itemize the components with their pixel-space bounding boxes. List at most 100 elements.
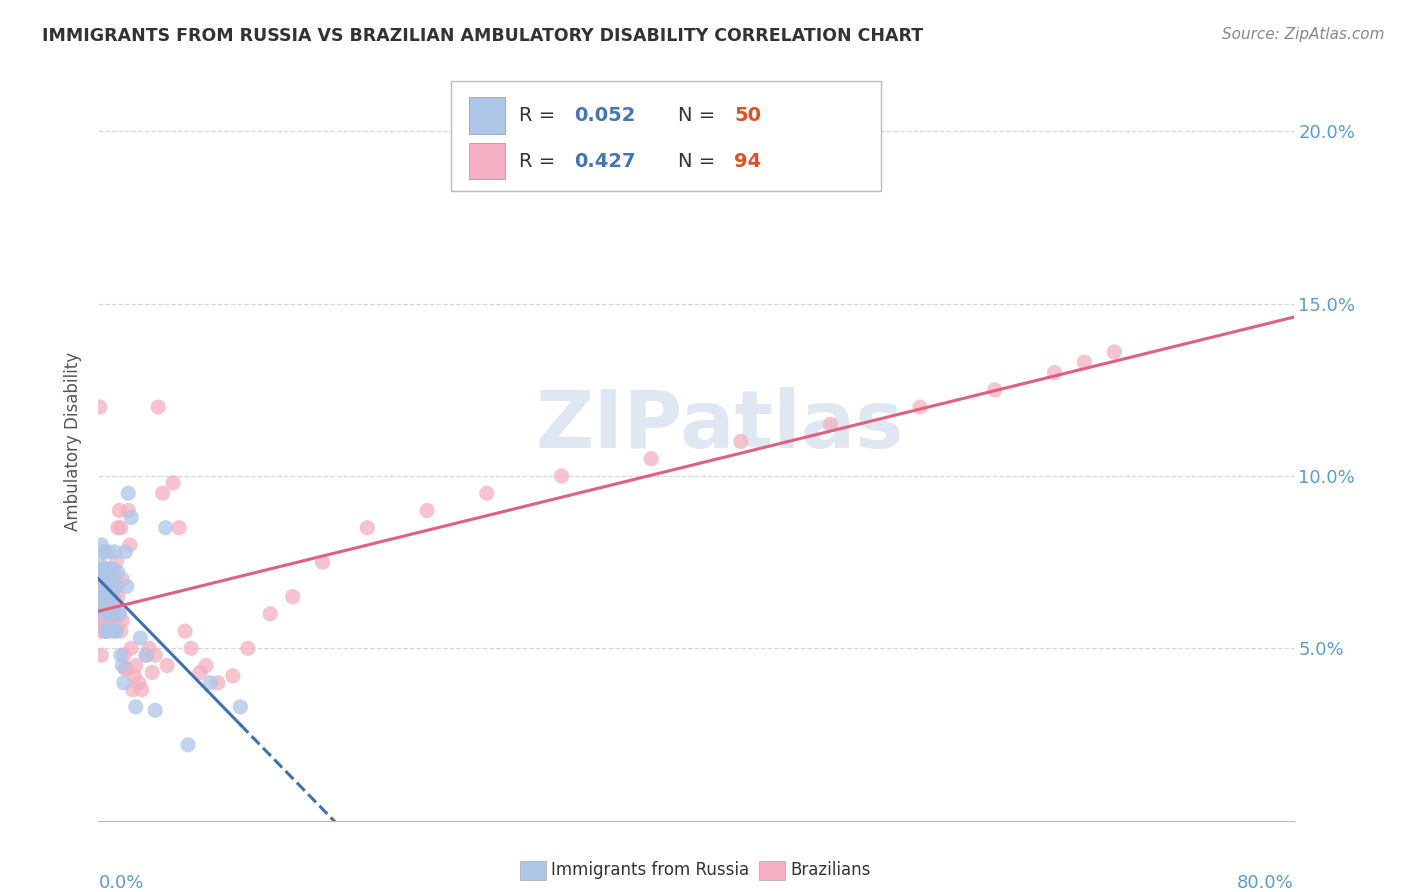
Point: [89, 573, 111, 587]
Point: [96, 590, 118, 604]
Point: [94, 579, 117, 593]
Point: [89, 599, 111, 614]
Bar: [470, 143, 505, 179]
Point: [90, 614, 112, 628]
Point: [103, 590, 125, 604]
Point: [180, 641, 202, 656]
Point: [108, 607, 131, 621]
Y-axis label: Ambulatory Disability: Ambulatory Disability: [65, 352, 83, 531]
Point: [101, 579, 124, 593]
Point: [105, 579, 128, 593]
Point: [177, 738, 200, 752]
Point: [356, 521, 378, 535]
Point: [820, 417, 842, 432]
Point: [311, 555, 333, 569]
Point: [101, 624, 124, 639]
Text: 0.052: 0.052: [574, 106, 636, 125]
Point: [97, 590, 120, 604]
Point: [103, 579, 125, 593]
Point: [908, 400, 931, 414]
Point: [125, 658, 148, 673]
Point: [120, 641, 142, 656]
Point: [94, 562, 117, 576]
Point: [103, 562, 125, 576]
Point: [259, 607, 281, 621]
Point: [104, 545, 127, 559]
Point: [93, 562, 115, 576]
Point: [89, 624, 111, 639]
Point: [120, 510, 142, 524]
Point: [101, 597, 124, 611]
Point: [93, 599, 115, 614]
Point: [93, 590, 115, 604]
Point: [97, 607, 120, 621]
Point: [195, 658, 218, 673]
Point: [89, 579, 111, 593]
Point: [207, 675, 229, 690]
Point: [105, 624, 128, 639]
Point: [96, 624, 118, 639]
Point: [93, 607, 115, 621]
Point: [111, 658, 134, 673]
Point: [110, 648, 132, 663]
Point: [97, 545, 120, 559]
Point: [129, 631, 152, 645]
Point: [104, 614, 127, 628]
Point: [90, 607, 112, 621]
Point: [117, 503, 139, 517]
Point: [96, 614, 118, 628]
Point: [91, 545, 114, 559]
Point: [1073, 355, 1095, 369]
Point: [475, 486, 498, 500]
Point: [125, 699, 148, 714]
Point: [94, 607, 117, 621]
Point: [128, 675, 150, 690]
Point: [174, 624, 197, 639]
Point: [111, 614, 134, 628]
Point: [90, 538, 112, 552]
Point: [1043, 366, 1066, 380]
Text: Source: ZipAtlas.com: Source: ZipAtlas.com: [1222, 27, 1385, 42]
Point: [93, 624, 115, 639]
Point: [90, 558, 112, 573]
Point: [97, 579, 120, 593]
Point: [114, 545, 136, 559]
Point: [90, 590, 112, 604]
Point: [124, 669, 146, 683]
Point: [152, 486, 174, 500]
Point: [115, 579, 138, 593]
Point: [101, 590, 124, 604]
Point: [188, 665, 211, 680]
Point: [101, 566, 124, 580]
Point: [416, 503, 439, 517]
Point: [138, 641, 160, 656]
Point: [984, 383, 1007, 397]
Text: 0.0%: 0.0%: [98, 874, 143, 892]
Point: [94, 590, 117, 604]
Point: [103, 607, 125, 621]
Point: [90, 648, 112, 663]
Point: [730, 434, 752, 449]
Point: [93, 573, 115, 587]
Point: [94, 562, 117, 576]
Text: IMMIGRANTS FROM RUSSIA VS BRAZILIAN AMBULATORY DISABILITY CORRELATION CHART: IMMIGRANTS FROM RUSSIA VS BRAZILIAN AMBU…: [42, 27, 924, 45]
Point: [640, 451, 662, 466]
Point: [156, 658, 179, 673]
Point: [107, 521, 129, 535]
Point: [97, 562, 120, 576]
Point: [141, 665, 163, 680]
Point: [94, 579, 117, 593]
Point: [96, 573, 118, 587]
Point: [96, 573, 118, 587]
Point: [98, 590, 122, 604]
Point: [97, 566, 120, 580]
Point: [96, 597, 118, 611]
Point: [93, 545, 115, 559]
Point: [98, 579, 122, 593]
Point: [103, 607, 125, 621]
Point: [131, 682, 153, 697]
Point: [91, 566, 114, 580]
Point: [229, 699, 252, 714]
Text: Brazilians: Brazilians: [790, 861, 870, 879]
Point: [200, 675, 222, 690]
